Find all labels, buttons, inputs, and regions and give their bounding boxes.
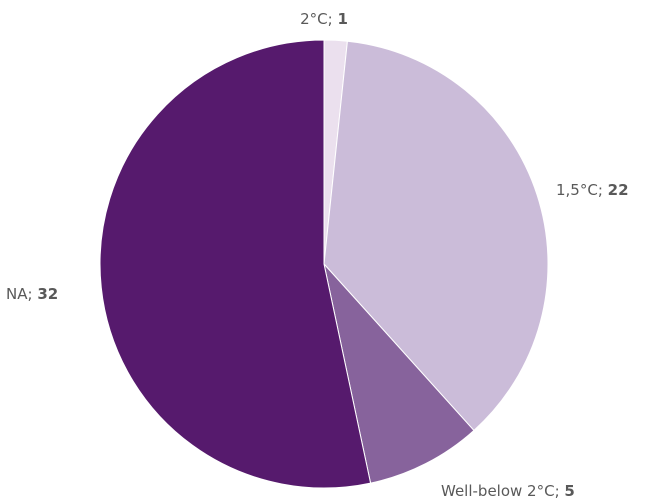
pie-label-value: 22: [608, 181, 629, 199]
pie-label-separator: ;: [598, 181, 608, 199]
pie-label-category: 1,5°C: [556, 181, 598, 199]
pie-label-value: 5: [564, 482, 574, 500]
pie-label-separator: ;: [27, 285, 37, 303]
pie-label-separator: ;: [555, 482, 565, 500]
pie-slice-1-5degc: [323, 40, 549, 432]
pie-slice-na: [99, 39, 372, 489]
pie-labels: 2°C; 1 1,5°C; 22 Well-below 2°C; 5 NA; 32: [6, 10, 629, 500]
pie-label-category: NA: [6, 285, 28, 303]
pie-label-category: Well-below 2°C: [441, 482, 555, 500]
pie-label-category: 2°C: [300, 10, 328, 28]
pie-label-value: 32: [37, 285, 58, 303]
pie-label-value: 1: [337, 10, 347, 28]
pie-label-1-5degc: 1,5°C; 22: [556, 181, 629, 199]
pie-label-well-below-2degc: Well-below 2°C; 5: [441, 482, 575, 500]
pie-label-na: NA; 32: [6, 285, 58, 303]
pie-slices: [99, 39, 549, 489]
pie-label-separator: ;: [328, 10, 338, 28]
pie-label-2degc: 2°C; 1: [300, 10, 348, 28]
pie-slice-well-below-2degc: [323, 262, 475, 484]
